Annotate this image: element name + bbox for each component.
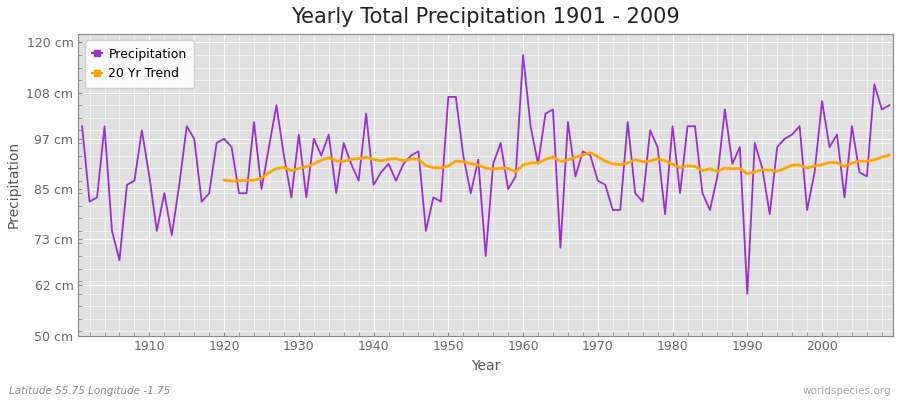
Legend: Precipitation, 20 Yr Trend: Precipitation, 20 Yr Trend	[85, 40, 194, 88]
Y-axis label: Precipitation: Precipitation	[7, 141, 21, 228]
Title: Yearly Total Precipitation 1901 - 2009: Yearly Total Precipitation 1901 - 2009	[292, 7, 680, 27]
X-axis label: Year: Year	[471, 359, 500, 373]
Text: Latitude 55.75 Longitude -1.75: Latitude 55.75 Longitude -1.75	[9, 386, 170, 396]
Text: worldspecies.org: worldspecies.org	[803, 386, 891, 396]
